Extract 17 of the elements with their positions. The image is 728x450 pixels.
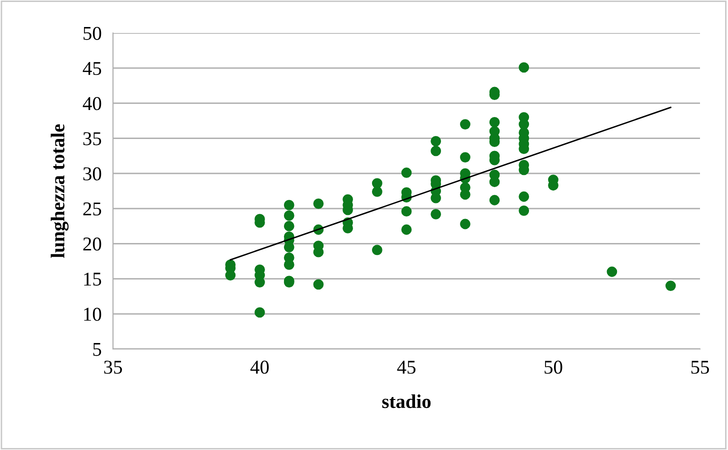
y-tick-label: 50: [84, 26, 102, 40]
y-tick-label: 5: [93, 343, 102, 356]
x-tick-label: 40: [250, 360, 269, 374]
y-tick-label: 40: [82, 97, 102, 110]
y-tick-label: 15: [84, 272, 102, 286]
x-tick-label: 55: [691, 360, 709, 374]
y-tick-label: 35: [83, 132, 102, 146]
y-tick-label: 25: [83, 202, 102, 216]
x-tick-label: 45: [397, 360, 416, 374]
x-tick-label: 35: [104, 360, 122, 374]
y-tick-label: 30: [83, 167, 102, 180]
y-tick-label: 45: [82, 62, 102, 76]
y-axis-title: lunghezza totale: [50, 124, 69, 258]
y-tick-label: 20: [83, 237, 102, 251]
x-tick-label: 50: [544, 360, 562, 374]
y-tick-label: 10: [84, 308, 102, 321]
x-axis-title: stadio: [382, 394, 431, 408]
